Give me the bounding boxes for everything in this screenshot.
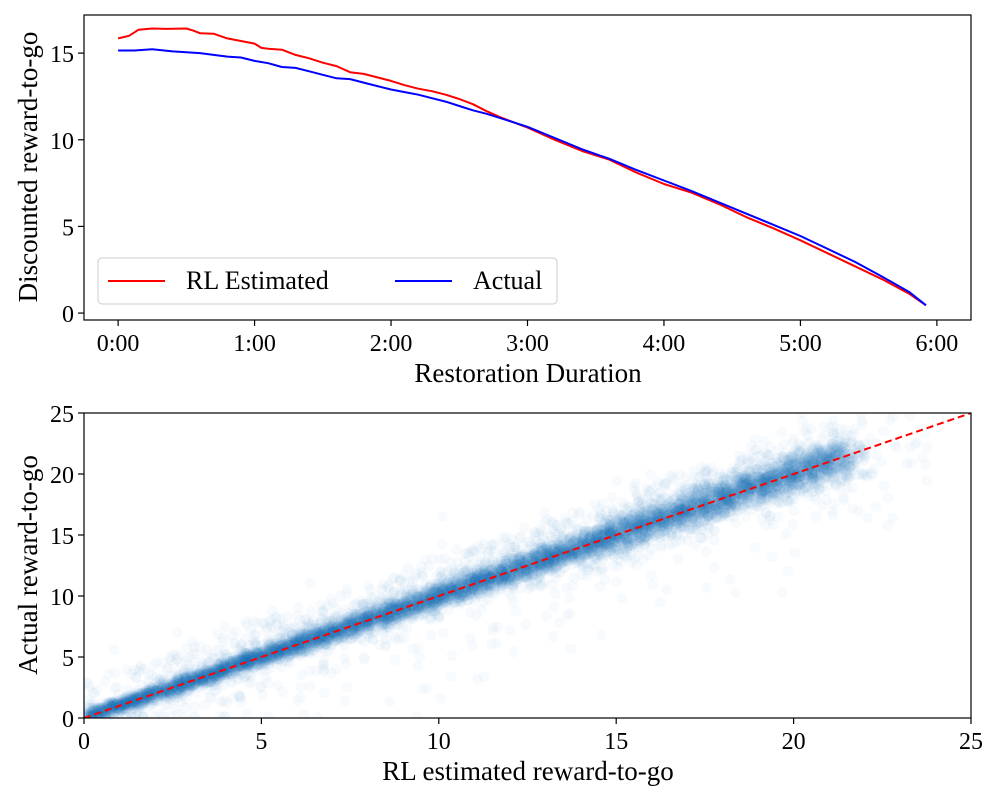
top-x-tick-label: 4:00 (643, 331, 686, 357)
top-x-tick-label: 2:00 (370, 331, 413, 357)
scatter-point (340, 653, 350, 663)
scatter-point (789, 506, 799, 516)
scatter-points (79, 408, 932, 723)
legend-label-actual: Actual (473, 266, 542, 295)
scatter-point (871, 450, 881, 460)
series-line-rl-estimated (117, 27, 927, 307)
top-line-chart: 0:00 1:00 2:00 3:00 4:00 5:00 6:00 0 5 10 15 Resto… (13, 14, 972, 388)
top-y-tick-label: 10 (50, 129, 74, 155)
top-y-tick-label: 5 (62, 215, 74, 241)
top-y-tick-label: 15 (50, 42, 74, 68)
legend-label-rl-estimated: RL Estimated (186, 266, 329, 295)
top-x-tick-label: 0:00 (97, 331, 140, 357)
scatter-point (331, 603, 341, 613)
top-y-tick-label: 0 (62, 302, 74, 328)
scatter-point (519, 523, 529, 533)
series-line-actual (118, 48, 927, 307)
legend-box (97, 257, 558, 305)
top-x-tick-label: 6:00 (916, 331, 959, 357)
scatter-point (326, 594, 336, 604)
top-y-axis-label: Discounted reward-to-go (13, 32, 43, 303)
top-x-tick-label: 5:00 (779, 331, 822, 357)
top-ticks: 0:00 1:00 2:00 3:00 4:00 5:00 6:00 0 5 10 15 (50, 42, 958, 357)
top-x-tick-label: 3:00 (506, 331, 549, 357)
top-series-group (117, 27, 927, 307)
legend: RL Estimated Actual (97, 257, 558, 305)
top-x-axis-label: Restoration Duration (414, 358, 642, 388)
top-x-tick-label: 1:00 (233, 331, 276, 357)
scatter-point (607, 492, 617, 502)
